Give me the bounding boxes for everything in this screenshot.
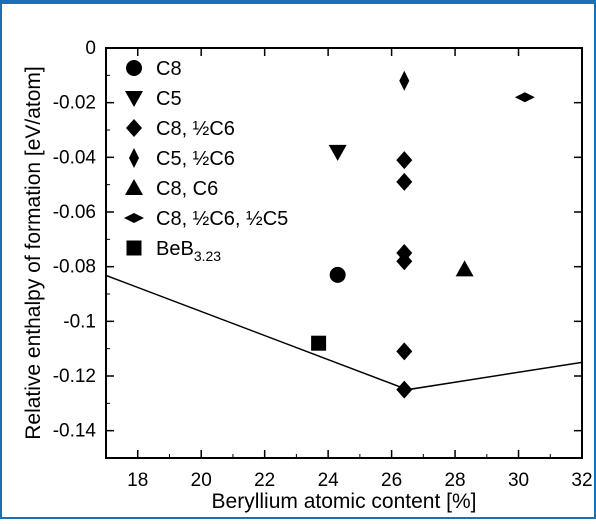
legend-marker-1 — [125, 91, 143, 107]
y-tick-label: -0.12 — [53, 366, 96, 387]
legend-label-0: C8 — [156, 58, 182, 80]
legend: C8 C5 C8, ½C6 C5, ½C6 C8, C6 C8, ½C6, ½C5 BeB3… — [124, 58, 288, 264]
x-tick-label: 18 — [127, 470, 148, 491]
x-tick-label: 22 — [254, 470, 275, 491]
legend-marker-3 — [129, 148, 139, 168]
plot-area — [105, 47, 583, 459]
legend-marker-5 — [124, 213, 144, 223]
data-point-s5-p0 — [514, 92, 535, 103]
x-axis-label: Beryllium atomic content [%] — [212, 490, 477, 513]
y-tick-label: -0.08 — [53, 257, 96, 278]
y-tick-label: -0.04 — [53, 147, 97, 168]
y-tick-label: -0.06 — [53, 202, 96, 223]
x-tick-label: 24 — [318, 470, 340, 491]
legend-label-5: C8, ½C6, ½C5 — [156, 208, 288, 230]
data-point-s2-p5 — [396, 380, 413, 399]
legend-label-3: C5, ½C6 — [156, 148, 235, 170]
data-point-s4-p0 — [455, 260, 474, 277]
data-point-s0-p0 — [329, 266, 346, 283]
data-point-s3-p0 — [399, 70, 410, 91]
legend-label-6: BeB3.23 — [156, 238, 221, 264]
legend-label-4: C8, C6 — [156, 178, 218, 200]
y-tick-label: -0.1 — [63, 311, 96, 332]
data-point-s2-p1 — [396, 172, 413, 191]
x-tick-label: 28 — [444, 470, 465, 491]
legend-marker-6 — [126, 240, 142, 256]
x-tick-label: 32 — [571, 470, 592, 491]
y-tick-label: 0 — [85, 38, 96, 59]
legend-marker-0 — [126, 60, 142, 76]
data-point-s1-p0 — [328, 144, 347, 161]
x-tick-label: 26 — [381, 470, 402, 491]
y-tick-label: -0.02 — [53, 93, 96, 114]
legend-label-1: C5 — [156, 88, 182, 110]
y-axis-label: Relative enthalpy of formation [eV/atom] — [22, 66, 45, 440]
x-tick-label: 30 — [508, 470, 529, 491]
legend-marker-4 — [125, 179, 143, 195]
legend-label-2: C8, ½C6 — [156, 118, 235, 140]
data-point-s2-p4 — [396, 342, 413, 361]
legend-marker-2 — [126, 119, 142, 137]
y-tick-label: -0.14 — [53, 421, 97, 442]
data-point-s6-p0 — [311, 335, 327, 351]
data-point-s2-p3 — [396, 252, 413, 271]
data-point-s2-p0 — [396, 151, 413, 170]
x-tick-label: 20 — [191, 470, 212, 491]
